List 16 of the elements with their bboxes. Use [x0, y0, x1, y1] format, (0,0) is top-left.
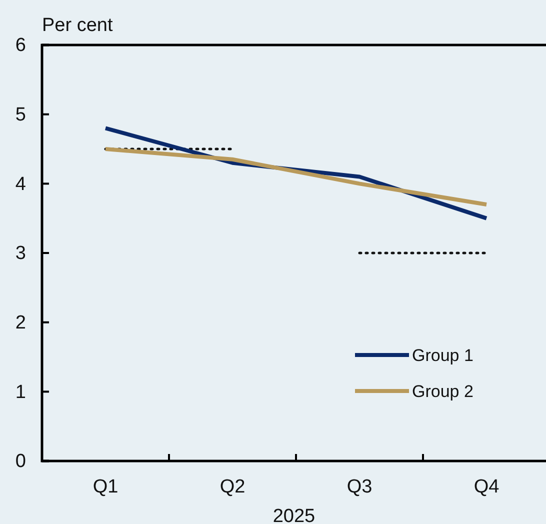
- line-series: [104, 147, 488, 206]
- y-tick-label: 0: [15, 451, 26, 472]
- legend-label: Group 1: [412, 346, 474, 365]
- y-tick-label: 3: [15, 243, 26, 264]
- y-axis-title: Per cent: [42, 15, 114, 36]
- x-tick-label: Q3: [346, 476, 372, 498]
- y-tick-label: 1: [15, 382, 26, 403]
- y-tick-label: 6: [15, 35, 26, 56]
- x-tick-label: Q4: [474, 476, 500, 498]
- y-tick-label: 5: [15, 104, 26, 126]
- y-tick-label: 2: [15, 312, 26, 334]
- y-tick-label: 4: [15, 174, 26, 195]
- legend-label: Group 2: [412, 382, 474, 401]
- x-tick-label: Q2: [220, 476, 246, 498]
- x-tick-label: Q1: [92, 476, 118, 498]
- x-axis-title: 2025: [272, 506, 316, 524]
